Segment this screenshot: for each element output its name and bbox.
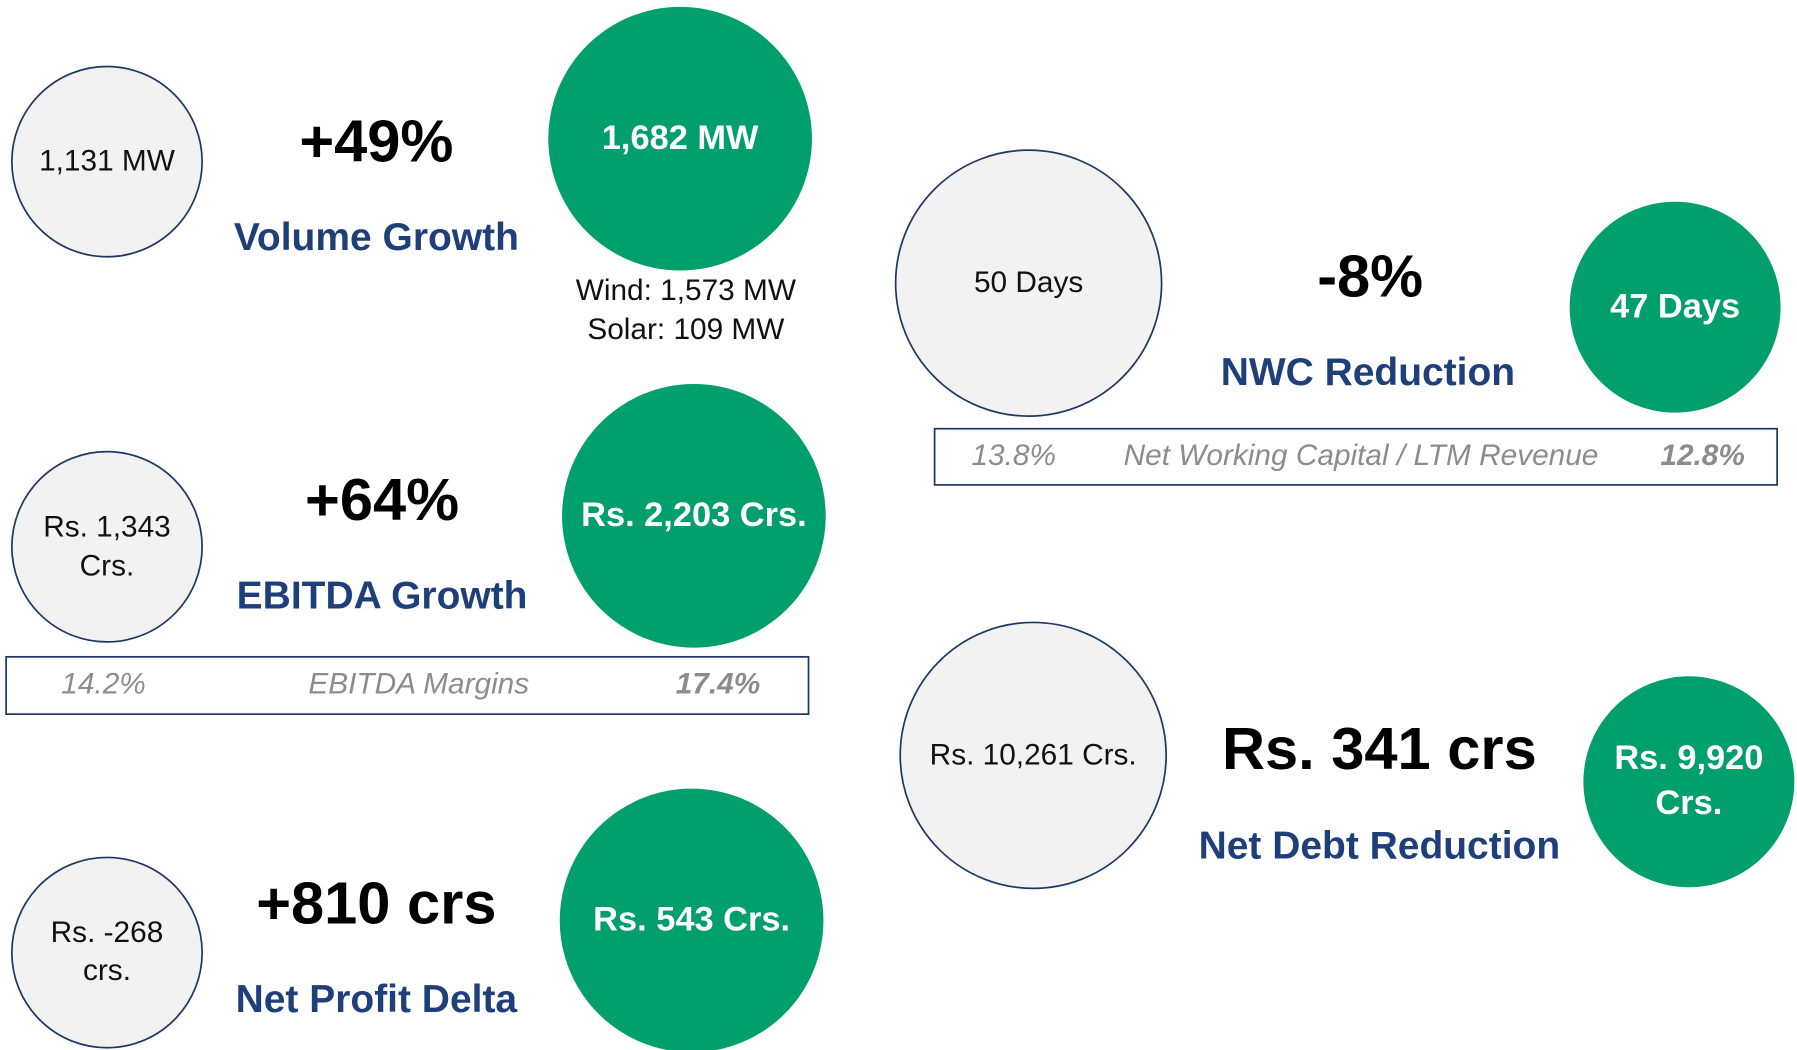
ratio-label: Net Working Capital / LTM Revenue — [1124, 439, 1599, 472]
after-value: 47 Days — [1610, 287, 1740, 325]
metric-label: NWC Reduction — [1221, 351, 1515, 394]
after-circle — [562, 384, 826, 648]
after-value: Rs. 9,920 — [1614, 739, 1763, 777]
after-value: Rs. 2,203 Crs. — [581, 496, 807, 534]
metric-label: Net Debt Reduction — [1199, 825, 1561, 868]
ratio-before: 14.2% — [61, 667, 146, 700]
before-value: 1,131 MW — [39, 145, 176, 178]
change: Rs. 341 crs — [1222, 715, 1537, 782]
before-value: Rs. -268 — [51, 916, 164, 949]
before-value: Rs. 10,261 Crs. — [930, 738, 1137, 771]
after-value: Rs. 543 Crs. — [593, 901, 790, 939]
metric-label: EBITDA Growth — [237, 575, 528, 618]
after-circle — [1583, 676, 1795, 888]
ratio-after: 17.4% — [676, 667, 761, 700]
metric-label: Net Profit Delta — [236, 978, 518, 1021]
after-circle — [1569, 201, 1781, 413]
ratio-box — [933, 427, 1778, 486]
after-value: Crs. — [1655, 784, 1722, 822]
before-circle — [894, 149, 1163, 417]
ratio-before: 13.8% — [971, 439, 1055, 472]
before-circle — [899, 621, 1168, 890]
before-value: Crs. — [80, 549, 135, 582]
change: -8% — [1317, 243, 1423, 310]
before-value: 50 Days — [974, 266, 1083, 299]
ratio-after: 12.8% — [1660, 439, 1745, 472]
before-value: Rs. 1,343 — [43, 510, 171, 543]
before-circle — [10, 65, 203, 258]
after-circle — [559, 788, 824, 1050]
ratio-label: EBITDA Margins — [308, 667, 529, 700]
after-circle — [548, 6, 812, 271]
before-circle — [10, 450, 203, 643]
before-circle — [10, 856, 203, 1049]
note: Solar: 109 MW — [587, 313, 785, 346]
change: +810 crs — [256, 870, 496, 937]
change: +64% — [305, 466, 459, 533]
metric-label: Volume Growth — [234, 216, 519, 259]
note: Wind: 1,573 MW — [576, 274, 797, 307]
ratio-box — [5, 655, 810, 715]
after-value: 1,682 MW — [602, 119, 759, 157]
before-value: crs. — [83, 954, 131, 987]
change: +49% — [299, 107, 453, 174]
